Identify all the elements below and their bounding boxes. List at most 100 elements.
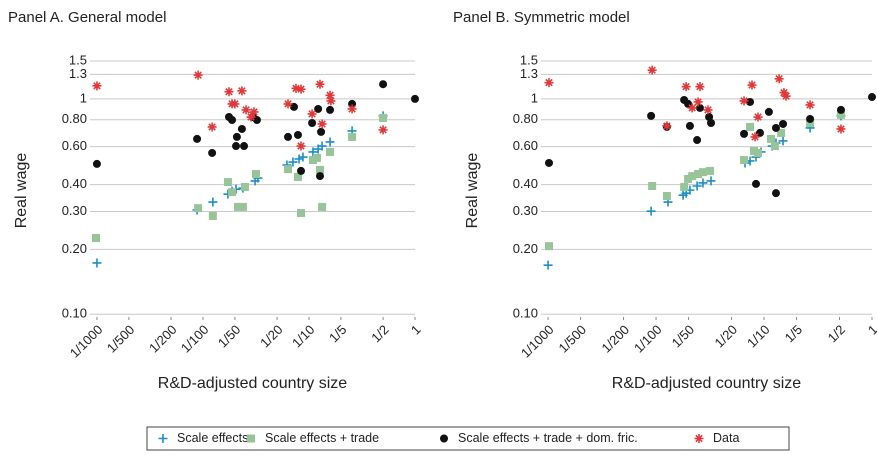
point-asterisk (283, 99, 293, 109)
point-square (750, 146, 759, 155)
point-circle (440, 434, 448, 443)
y-axis-label: Real wage (464, 153, 481, 229)
y-tick-label: 0.40 (62, 176, 87, 191)
y-tick-label: 0.10 (62, 306, 87, 321)
point-asterisk (296, 84, 306, 94)
point-circle (545, 158, 554, 167)
point-asterisk (753, 112, 763, 122)
point-asterisk (544, 78, 554, 88)
legend-label: Scale effects (177, 431, 248, 445)
point-asterisk (193, 70, 203, 80)
point-square (648, 182, 657, 191)
point-asterisk (317, 119, 327, 129)
legend-label: Scale effects + trade + dom. fric. (458, 431, 638, 445)
x-tick-label: 1/1000 (67, 322, 106, 361)
point-asterisk (347, 104, 357, 114)
point-circle (771, 189, 780, 198)
point-asterisk (237, 86, 247, 96)
point-asterisk (693, 97, 703, 107)
point-square (297, 209, 306, 218)
point-asterisk (805, 100, 815, 110)
point-square (777, 128, 786, 137)
point-plus (543, 260, 553, 270)
y-tick-label: 1.3 (69, 66, 87, 81)
x-tick-label: 1 (408, 322, 424, 338)
point-circle (779, 119, 788, 128)
point-circle (240, 142, 249, 151)
point-circle (232, 142, 241, 151)
point-asterisk (325, 90, 335, 100)
point-square (312, 153, 321, 162)
point-circle (647, 111, 656, 120)
point-asterisk (378, 125, 388, 135)
point-circle (707, 118, 716, 127)
point-plus (706, 176, 716, 186)
x-tick-label: 1/50 (215, 322, 244, 351)
point-square (680, 182, 689, 191)
point-plus (158, 434, 168, 443)
x-tick-label: 1/1000 (518, 322, 557, 361)
y-tick-label: 1 (531, 90, 538, 105)
y-tick-label: 1.5 (69, 52, 87, 67)
point-asterisk (779, 88, 789, 98)
point-square (684, 174, 693, 183)
point-asterisk (246, 112, 256, 122)
point-asterisk (296, 141, 306, 151)
point-circle (836, 105, 845, 114)
point-square (293, 172, 302, 181)
point-square (233, 202, 242, 211)
point-asterisk (326, 96, 336, 106)
point-circle (740, 129, 749, 138)
point-circle (752, 179, 761, 188)
point-asterisk (224, 87, 234, 97)
y-tick-label: 0.30 (62, 203, 87, 218)
point-circle (237, 124, 246, 133)
x-axis-label: R&D-adjusted country size (612, 375, 802, 392)
point-plus (778, 136, 788, 146)
point-circle (317, 127, 326, 136)
point-square (706, 166, 715, 175)
x-tick-label: 1/100 (178, 322, 212, 356)
point-circle (228, 116, 237, 125)
point-asterisk (681, 82, 691, 92)
point-square (326, 147, 335, 156)
point-plus (698, 178, 708, 188)
y-axis-label: Real wage (13, 153, 30, 229)
point-square (698, 168, 707, 177)
point-square (194, 204, 203, 213)
x-axis-label: R&D-adjusted country size (158, 375, 348, 392)
point-circle (314, 104, 323, 113)
y-tick-label: 0.60 (62, 138, 87, 153)
point-circle (293, 130, 302, 139)
point-circle (695, 103, 704, 112)
point-asterisk (694, 434, 704, 443)
panel-title: Panel B. Symmetric model (453, 9, 630, 26)
point-square (379, 113, 388, 122)
point-asterisk (291, 83, 301, 93)
point-asterisk (695, 82, 705, 92)
legend-box (146, 426, 790, 451)
point-square (806, 118, 815, 127)
point-square (283, 165, 292, 174)
point-circle (806, 114, 815, 123)
point-square (754, 148, 763, 157)
y-tick-label: 0.10 (513, 306, 538, 321)
point-square (238, 202, 247, 211)
point-square (348, 132, 357, 141)
point-square (694, 169, 703, 178)
point-plus (208, 197, 218, 207)
x-tick-label: 1/500 (556, 322, 590, 356)
point-asterisk (249, 107, 259, 117)
y-tick-label: 0.40 (513, 176, 538, 191)
x-tick-label: 1 (865, 322, 877, 338)
point-circle (193, 134, 202, 143)
point-square (318, 202, 327, 211)
point-square (315, 165, 324, 174)
point-square (836, 110, 845, 119)
x-tick-label: 1/5 (782, 322, 805, 345)
point-asterisk (774, 74, 784, 84)
point-circle (283, 132, 292, 141)
point-circle (771, 123, 780, 132)
point-asterisk (307, 109, 317, 119)
y-tick-label: 0.80 (513, 111, 538, 126)
